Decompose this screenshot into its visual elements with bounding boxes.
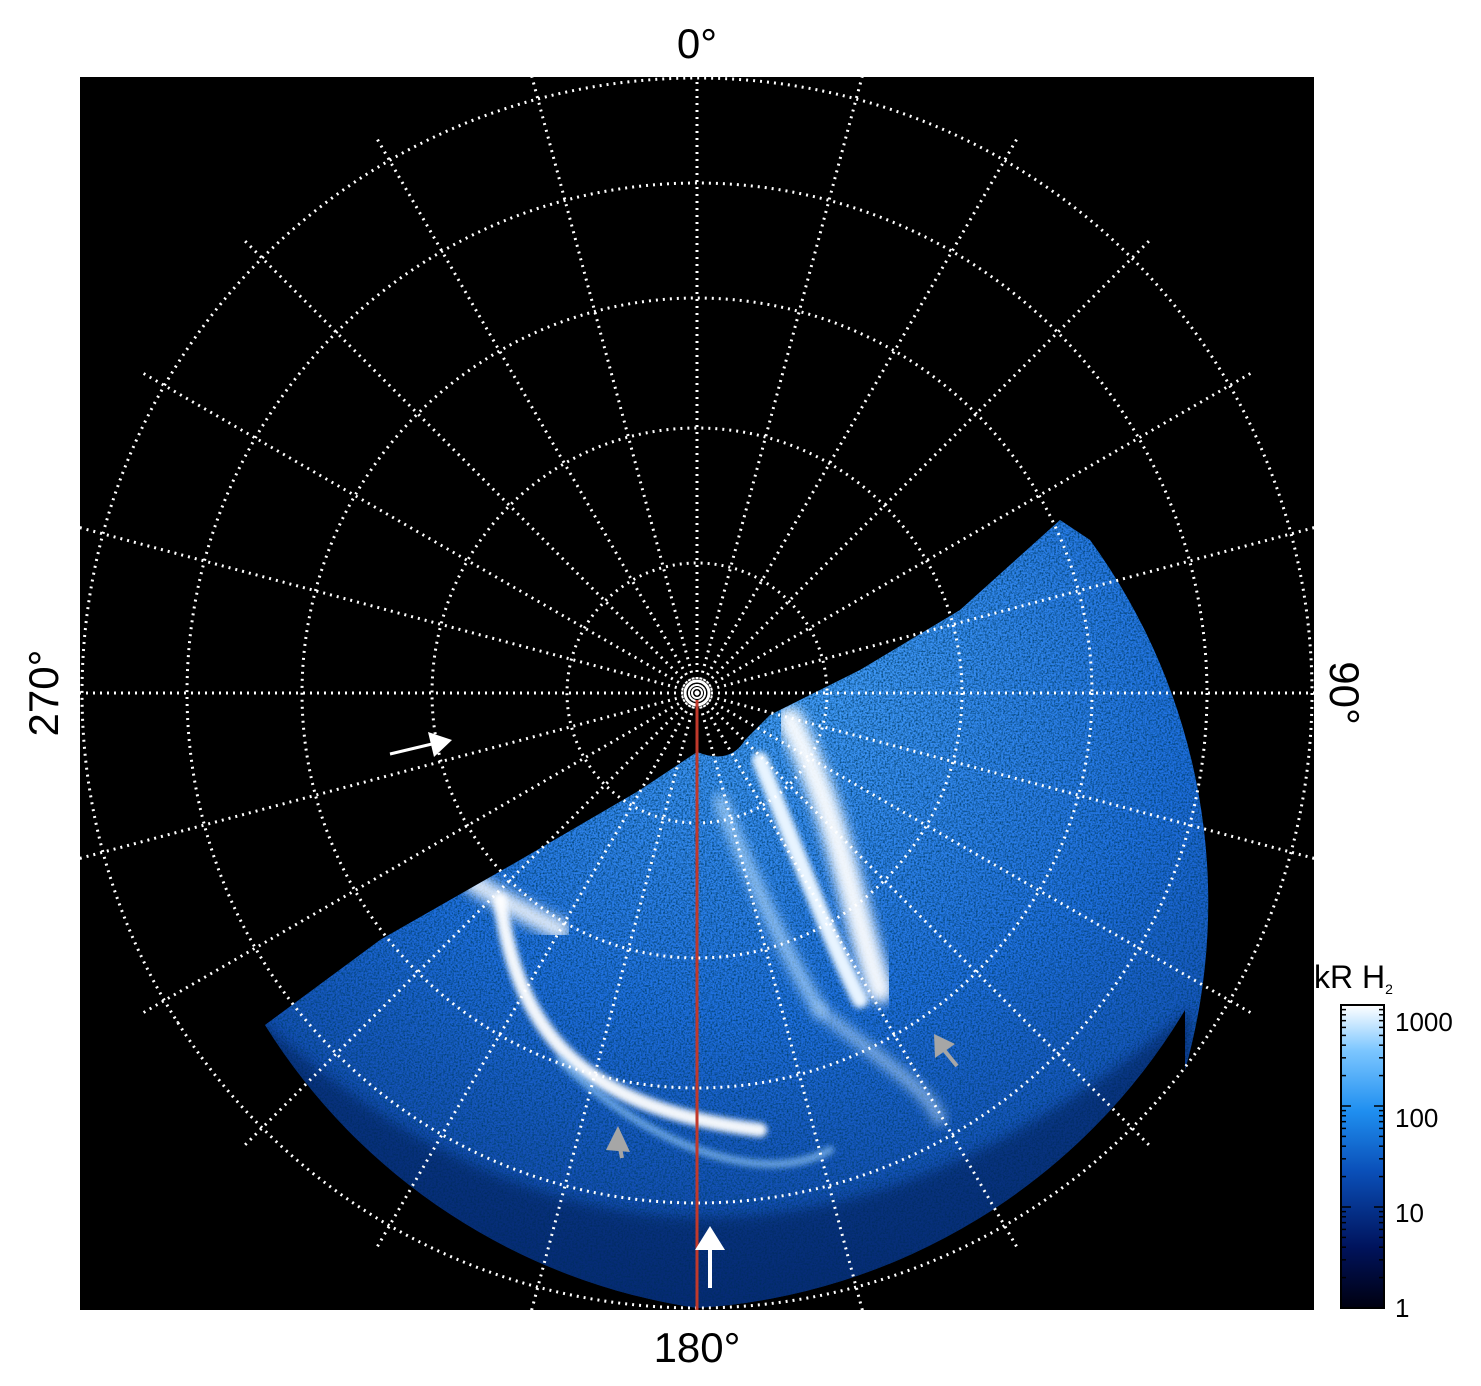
main-auroral-oval bbox=[493, 893, 767, 1137]
colorbar: kR H2 1000 100 10 1 bbox=[1314, 959, 1453, 1323]
longitude-meridian bbox=[80, 526, 698, 695]
longitude-meridian bbox=[375, 692, 699, 1249]
longitude-meridian bbox=[695, 692, 864, 1310]
label-270-deg: 270° bbox=[20, 650, 67, 737]
longitude-meridian bbox=[696, 691, 1314, 860]
latitude-circle bbox=[300, 296, 1094, 1090]
longitude-meridian bbox=[375, 137, 699, 694]
longitude-meridian bbox=[141, 691, 698, 1015]
longitude-meridian bbox=[696, 371, 1253, 695]
latitude-circle bbox=[185, 181, 1209, 1205]
latitude-circle bbox=[430, 426, 964, 960]
colorbar-tick-label-100: 100 bbox=[1395, 1103, 1438, 1133]
colorbar-tick-label-1000: 1000 bbox=[1395, 1007, 1453, 1037]
longitude-meridian bbox=[530, 692, 699, 1310]
longitude-meridian bbox=[695, 692, 1019, 1249]
longitude-meridian bbox=[243, 691, 699, 1147]
longitude-meridian bbox=[80, 691, 698, 860]
longitude-meridian bbox=[695, 691, 1151, 1147]
longitude-meridian bbox=[243, 239, 699, 695]
white-arrow-bottom bbox=[695, 1226, 725, 1288]
polar-grid bbox=[80, 77, 1314, 1310]
label-180-deg: 180° bbox=[654, 1324, 741, 1371]
colorbar-title: kR H2 bbox=[1314, 959, 1393, 997]
longitude-meridian bbox=[141, 371, 698, 695]
longitude-meridian bbox=[695, 137, 1019, 694]
colorbar-tick-label-10: 10 bbox=[1395, 1198, 1424, 1228]
label-0-deg: 0° bbox=[677, 20, 717, 67]
grey-arrow-right bbox=[934, 1034, 959, 1068]
colorbar-gradient bbox=[1340, 1004, 1385, 1309]
colorbar-ticks bbox=[1341, 1008, 1384, 1309]
grey-arrow-left bbox=[606, 1126, 630, 1159]
longitude-meridian bbox=[530, 77, 699, 694]
colorbar-tick-label-1: 1 bbox=[1395, 1293, 1409, 1323]
label-90-deg: 90° bbox=[1321, 661, 1368, 725]
colorbar-title-subscript: 2 bbox=[1385, 981, 1393, 997]
latitude-circle bbox=[80, 77, 1314, 1310]
white-arrow-left bbox=[389, 732, 452, 757]
longitude-meridian bbox=[696, 526, 1314, 695]
longitude-meridian bbox=[695, 239, 1151, 695]
longitude-meridian bbox=[695, 77, 864, 694]
longitude-meridian bbox=[696, 691, 1253, 1015]
